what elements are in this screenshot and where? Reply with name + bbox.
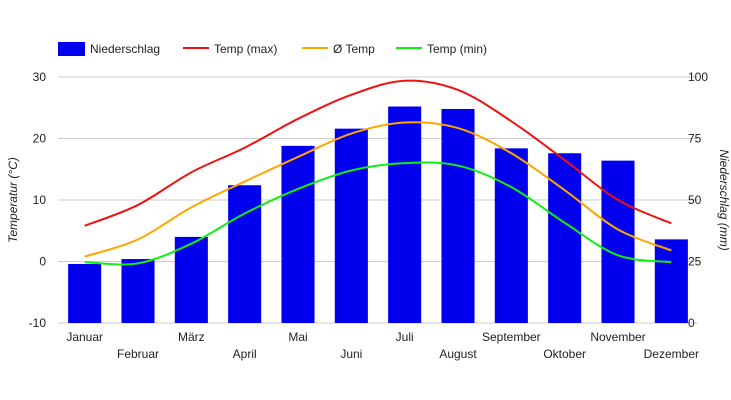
precipitation-bars <box>68 106 688 324</box>
right-tick-label: 0 <box>688 316 695 330</box>
bar-januar <box>68 263 102 323</box>
right-tick-label: 25 <box>688 255 702 269</box>
legend-label-temp-min: Temp (min) <box>427 42 487 56</box>
x-tick-label: Dezember <box>644 347 699 361</box>
gridlines <box>58 76 698 324</box>
left-axis-title: Temperatur (°C) <box>6 157 20 243</box>
legend-label-temp-max: Temp (max) <box>214 42 277 56</box>
bar-dezember <box>654 239 688 323</box>
left-tick-label: 10 <box>33 193 47 207</box>
bar-mai <box>281 145 315 323</box>
x-tick-label: Juni <box>340 347 362 361</box>
right-axis-ticks: 0 25 50 75 100 <box>688 70 708 330</box>
x-tick-label: April <box>233 347 257 361</box>
legend-label-temp-avg: Ø Temp <box>333 42 375 56</box>
legend-label-niederschlag: Niederschlag <box>90 42 160 56</box>
left-tick-label: 20 <box>33 132 47 146</box>
x-axis-labels: Januar Februar März April Mai Juni Juli August S… <box>66 330 699 361</box>
x-tick-label: Mai <box>288 330 307 344</box>
bar-juli <box>388 106 422 324</box>
bar-februar <box>121 259 155 323</box>
bar-august <box>441 108 475 323</box>
x-tick-label: März <box>178 330 205 344</box>
legend: Niederschlag Temp (max) Ø Temp Temp (min… <box>58 42 487 56</box>
bar-märz <box>174 236 208 323</box>
right-tick-label: 75 <box>688 132 702 146</box>
bar-oktober <box>548 153 582 323</box>
x-tick-label: Januar <box>66 330 103 344</box>
left-tick-label: 30 <box>33 70 47 84</box>
x-tick-label: Februar <box>117 347 159 361</box>
right-tick-label: 100 <box>688 70 708 84</box>
x-tick-label: August <box>439 347 477 361</box>
left-axis-ticks: -10 0 10 20 30 <box>29 70 47 330</box>
right-tick-label: 50 <box>688 193 702 207</box>
bar-september <box>494 148 528 323</box>
line-series-1 <box>84 121 672 258</box>
bar-november <box>601 160 635 323</box>
left-tick-label: -10 <box>29 316 47 330</box>
right-axis-title: Niederschlag (mm) <box>717 149 731 250</box>
x-tick-label: November <box>590 330 645 344</box>
bar-juni <box>334 128 368 323</box>
bar-april <box>228 185 262 323</box>
line-series-0 <box>84 79 672 227</box>
line-series-2 <box>84 161 672 266</box>
left-tick-label: 0 <box>39 255 46 269</box>
x-tick-label: Oktober <box>543 347 586 361</box>
x-tick-label: September <box>482 330 541 344</box>
legend-swatch-niederschlag <box>58 42 85 56</box>
temperature-lines <box>84 79 672 266</box>
x-tick-label: Juli <box>396 330 414 344</box>
